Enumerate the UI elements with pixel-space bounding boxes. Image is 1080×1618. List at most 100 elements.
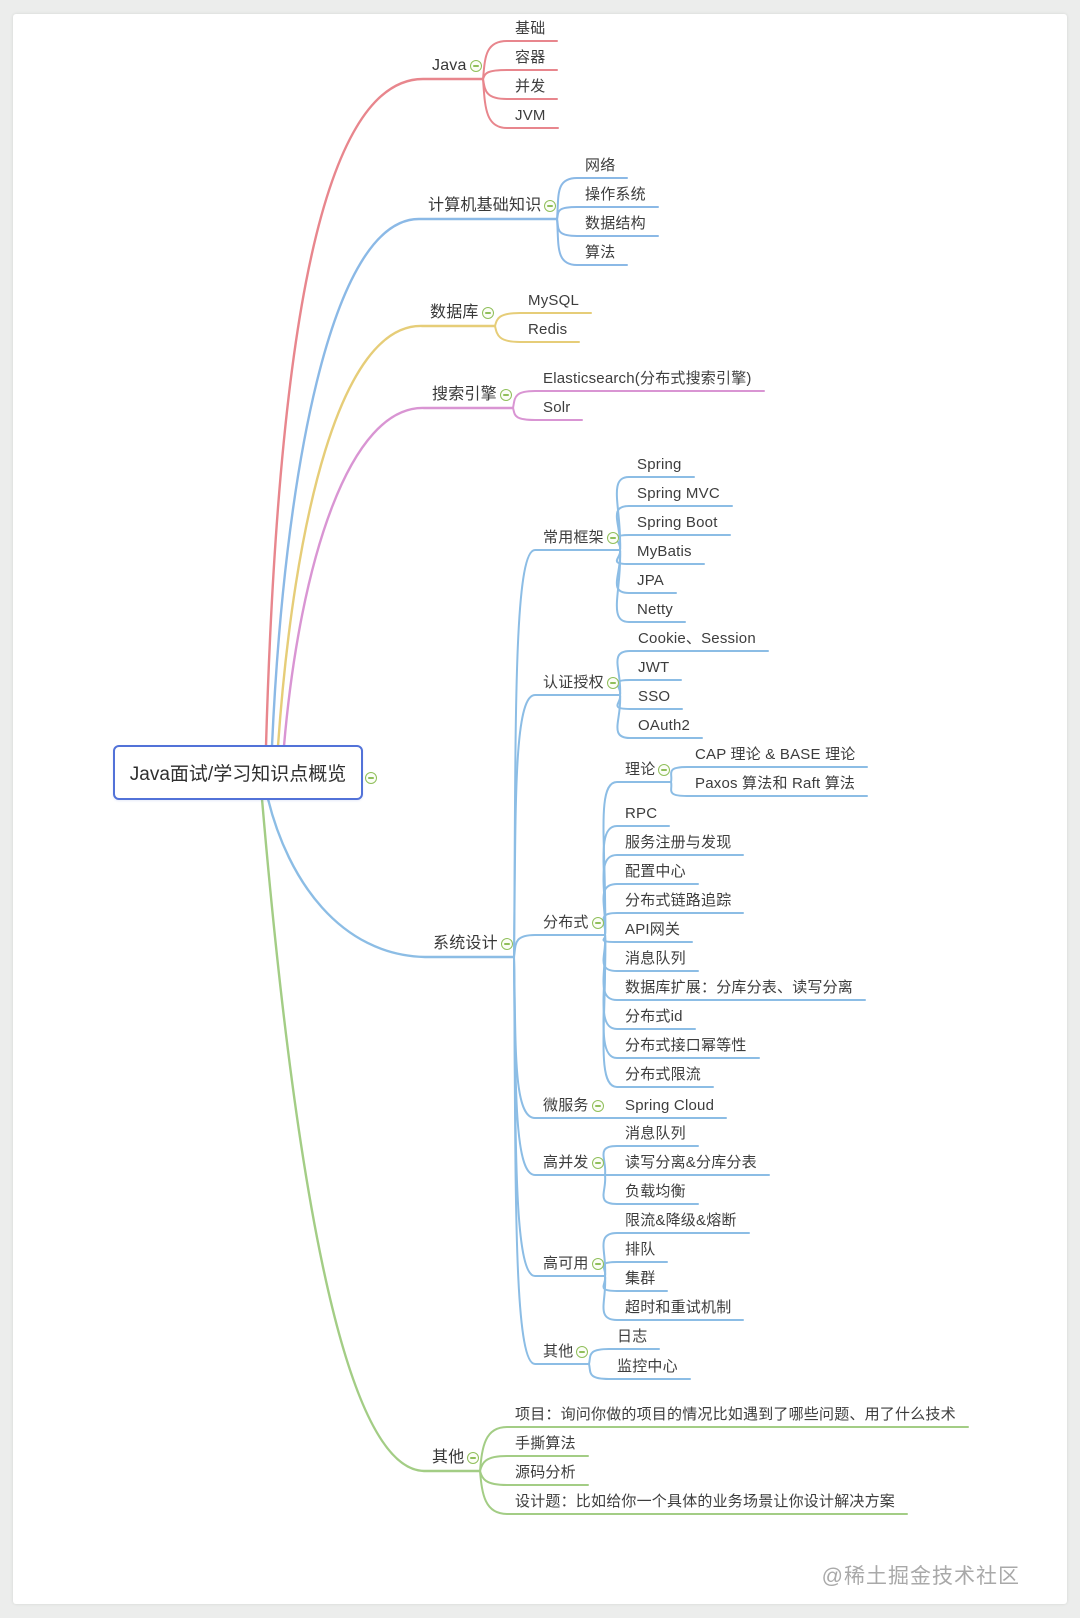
mindmap-node[interactable]: Netty [637, 601, 674, 618]
collapse-icon[interactable] [501, 938, 513, 950]
branch-curve [512, 407, 583, 421]
branch-curve [588, 1363, 691, 1380]
mindmap-node[interactable]: JVM [515, 107, 546, 124]
mindmap-node[interactable]: 服务注册与发现 [625, 834, 732, 851]
collapse-icon[interactable] [576, 1346, 588, 1358]
collapse-icon[interactable] [592, 1157, 604, 1169]
mindmap-node[interactable]: 网络 [585, 157, 616, 174]
mindmap-node[interactable]: 数据结构 [585, 215, 646, 232]
branch-curve [556, 218, 628, 266]
mindmap-node[interactable]: 日志 [617, 1328, 648, 1345]
mindmap-node[interactable]: OAuth2 [638, 717, 691, 734]
collapse-icon[interactable] [470, 60, 482, 72]
mindmap-node[interactable]: 集群 [625, 1270, 656, 1287]
mindmap-node[interactable]: 分布式限流 [625, 1066, 702, 1083]
mindmap-node[interactable]: 配置中心 [625, 863, 686, 880]
branch-curve [276, 324, 497, 748]
mindmap-node[interactable]: 数据库扩展：分库分表、读写分离 [625, 979, 854, 996]
mindmap-node[interactable]: 项目：询问你做的项目的情况比如遇到了哪些问题、用了什么技术 [515, 1406, 956, 1423]
mindmap-node[interactable]: 常用框架 [543, 529, 604, 546]
watermark: @稀土掘金技术社区 [821, 1565, 1020, 1588]
branch-curve [266, 797, 516, 959]
mindmap-node[interactable]: 系统设计 [433, 935, 498, 952]
collapse-icon[interactable] [658, 764, 670, 776]
mindmap-node[interactable]: 设计题：比如给你一个具体的业务场景让你设计解决方案 [515, 1493, 896, 1510]
collapse-icon[interactable] [592, 1100, 604, 1112]
mindmap-node[interactable]: 其他 [432, 1449, 465, 1466]
mindmap-node[interactable]: 监控中心 [617, 1358, 678, 1375]
branch-curve [494, 325, 580, 343]
mindmap-node[interactable]: Spring Boot [637, 514, 718, 531]
collapse-icon[interactable] [365, 772, 377, 784]
mindmap-node[interactable]: Redis [528, 321, 568, 338]
mindmap-node[interactable]: Spring Cloud [625, 1097, 715, 1114]
mindmap-node[interactable]: Paxos 算法和 Raft 算法 [695, 775, 856, 792]
mindmap-node[interactable]: 源码分析 [515, 1464, 576, 1481]
branch-curve [482, 69, 558, 80]
mindmap-node[interactable]: 微服务 [543, 1097, 589, 1114]
mindmap-node[interactable]: 排队 [625, 1241, 656, 1258]
collapse-icon[interactable] [592, 1258, 604, 1270]
branch-curve [270, 217, 559, 748]
mindmap-node[interactable]: RPC [625, 805, 658, 822]
mindmap-node[interactable]: 消息队列 [625, 1125, 686, 1142]
mindmap-node[interactable]: API网关 [625, 921, 681, 938]
collapse-icon[interactable] [482, 307, 494, 319]
mindmap-canvas: Java面试/学习知识点概览 @稀土掘金技术社区 Java 基础容器并发 JVM 计算… [13, 14, 1067, 1604]
mindmap-node[interactable]: 数据库 [430, 304, 479, 321]
mindmap-node[interactable]: 读写分离&分库分表 [625, 1154, 757, 1171]
mindmap-node[interactable]: Java [432, 57, 467, 74]
mindmap-node[interactable]: MySQL [528, 292, 580, 309]
mindmap-node[interactable]: CAP 理论 & BASE 理论 [695, 746, 856, 763]
mindmap-node[interactable]: 其他 [543, 1343, 574, 1360]
mindmap-node[interactable]: Spring [637, 456, 682, 473]
collapse-icon[interactable] [544, 200, 556, 212]
branch-curve [513, 956, 590, 1365]
branch-curve [602, 1275, 744, 1321]
mindmap-node[interactable]: 消息队列 [625, 950, 686, 967]
mindmap-node[interactable]: JPA [637, 572, 664, 589]
mindmap-node[interactable]: 分布式 [543, 914, 589, 931]
mindmap-node[interactable]: 分布式id [625, 1008, 683, 1025]
mindmap-node[interactable]: 分布式接口幂等性 [625, 1037, 747, 1054]
mindmap-node[interactable]: 算法 [585, 244, 616, 261]
collapse-icon[interactable] [607, 677, 619, 689]
mindmap-node[interactable]: 计算机基础知识 [428, 197, 542, 214]
root-node-label: Java面试/学习知识点概览 [129, 764, 347, 785]
mindmap-node[interactable]: 高并发 [543, 1154, 589, 1171]
mindmap-node[interactable]: 理论 [625, 761, 656, 778]
collapse-icon[interactable] [592, 917, 604, 929]
branch-curve [479, 1470, 908, 1515]
mindmap-node[interactable]: Spring MVC [637, 485, 720, 502]
mindmap-node[interactable]: 手撕算法 [515, 1435, 576, 1452]
branch-curve [616, 694, 703, 739]
mindmap-node[interactable]: Solr [543, 399, 571, 416]
mindmap-node[interactable]: 高可用 [543, 1255, 589, 1272]
mindmap-node[interactable]: 分布式链路追踪 [625, 892, 732, 909]
mindmap-node[interactable]: 限流&降级&熔断 [625, 1212, 737, 1229]
collapse-icon[interactable] [500, 389, 512, 401]
mindmap-node[interactable]: 搜索引擎 [432, 386, 497, 403]
branch-curve [615, 549, 686, 623]
branch-curve [513, 694, 621, 958]
branch-curve [670, 781, 868, 797]
branch-curve [264, 77, 485, 748]
mindmap-node[interactable]: Cookie、Session [638, 630, 756, 647]
mindmap-node[interactable]: 超时和重试机制 [625, 1299, 732, 1316]
branch-curve [513, 956, 606, 1277]
root-node[interactable]: Java面试/学习知识点概览 [113, 745, 363, 800]
mindmap-node[interactable]: SSO [638, 688, 671, 705]
mindmap-node[interactable]: 容器 [515, 49, 546, 66]
mindmap-node[interactable]: 基础 [515, 20, 546, 37]
mindmap-node[interactable]: MyBatis [637, 543, 692, 560]
mindmap-node[interactable]: 并发 [515, 78, 546, 95]
collapse-icon[interactable] [467, 1452, 479, 1464]
branch-curve [512, 390, 765, 409]
mindmap-node[interactable]: JWT [638, 659, 670, 676]
mindmap-node[interactable]: Elasticsearch(分布式搜索引擎) [543, 370, 752, 387]
collapse-icon[interactable] [607, 532, 619, 544]
branch-curve [482, 40, 558, 80]
mindmap-node[interactable]: 负载均衡 [625, 1183, 686, 1200]
mindmap-node[interactable]: 操作系统 [585, 186, 646, 203]
mindmap-node[interactable]: 认证授权 [543, 674, 604, 691]
